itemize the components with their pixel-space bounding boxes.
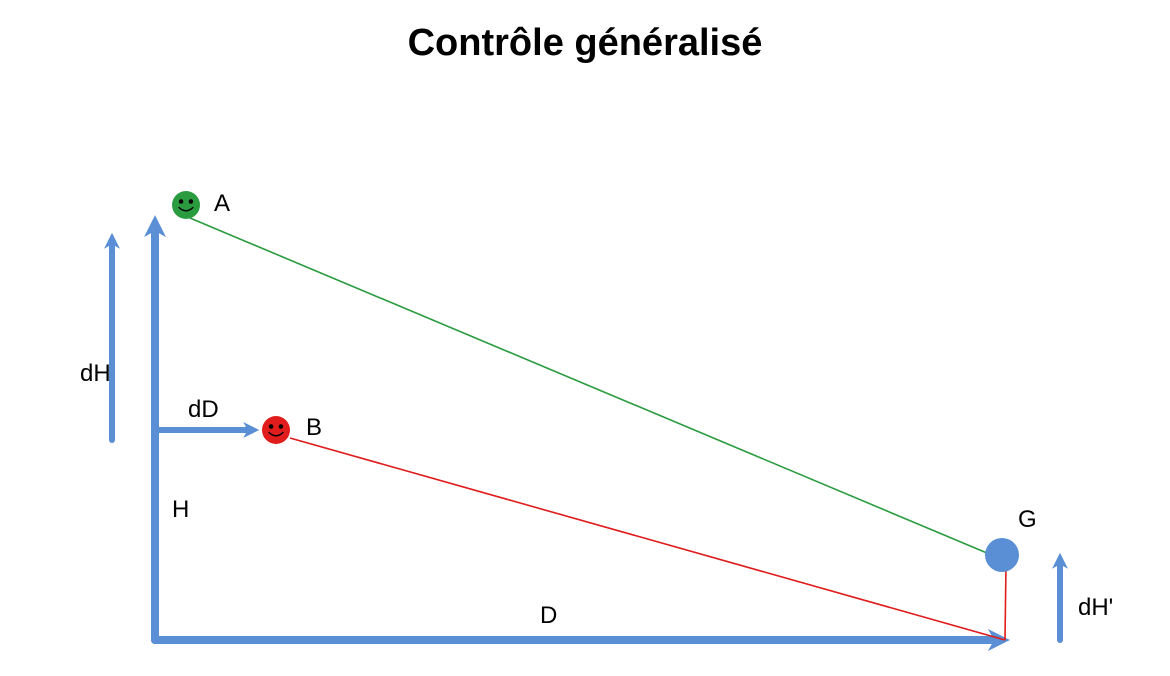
label-H: H — [172, 496, 189, 524]
label-dHprime: dH' — [1078, 594, 1113, 622]
node-A — [172, 191, 200, 219]
label-dH: dH — [80, 360, 111, 388]
label-dD: dD — [188, 396, 219, 424]
line-A-G — [190, 218, 1006, 561]
label-B: B — [306, 414, 322, 442]
label-G: G — [1018, 506, 1037, 534]
node-G — [985, 538, 1019, 572]
line-B-G — [290, 438, 1005, 640]
line-G-drop — [1005, 565, 1006, 640]
label-A: A — [214, 190, 230, 218]
label-D: D — [540, 602, 557, 630]
node-B — [262, 416, 290, 444]
diagram-canvas — [0, 0, 1170, 676]
